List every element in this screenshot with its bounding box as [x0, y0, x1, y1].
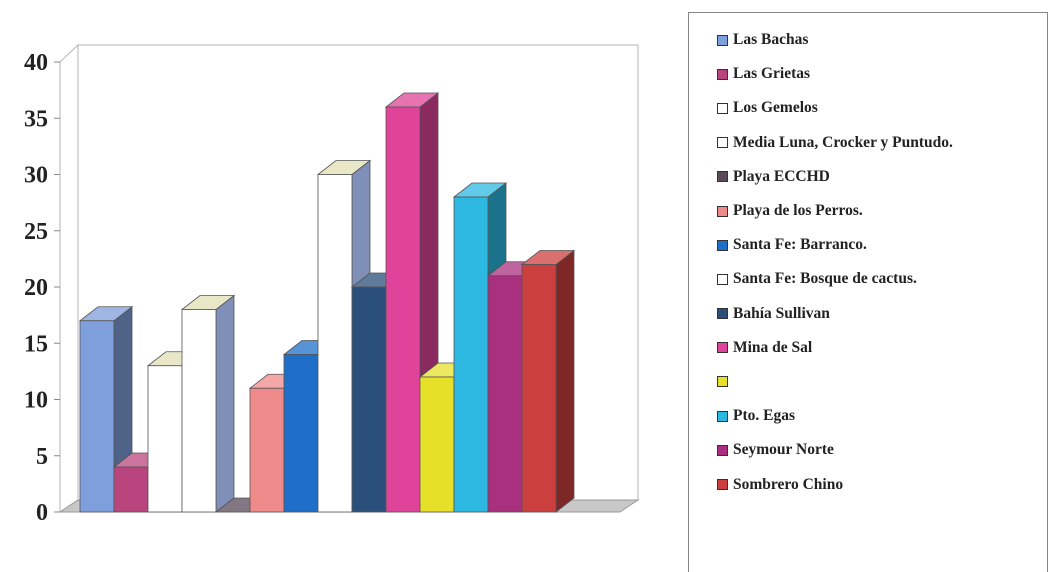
- bar-front: [521, 264, 557, 513]
- side-wall: [59, 43, 79, 513]
- bar: [180, 294, 236, 513]
- legend-item: Las Grietas: [689, 57, 1047, 91]
- legend-item: Mina de Sal: [689, 331, 1047, 365]
- legend-item: Las Bachas: [689, 23, 1047, 57]
- legend: Las Bachas Las Grietas Los Gemelos Media Lu…: [688, 12, 1048, 572]
- bar: [520, 249, 576, 513]
- chart-area: 0 5 10 15 20 25 30 35 40: [24, 43, 640, 526]
- legend-label: Bahía Sullivan: [733, 304, 830, 322]
- legend-label: Mina de Sal: [733, 338, 813, 356]
- y-tick-label: 15: [24, 331, 48, 357]
- bar-front: [351, 286, 387, 513]
- bar-side: [555, 249, 575, 513]
- legend-item: Sombrero Chino: [689, 467, 1047, 501]
- legend-swatch: [717, 205, 728, 217]
- y-tick-label: 30: [24, 163, 48, 189]
- bar-front: [113, 466, 149, 513]
- y-tick-label: 10: [24, 388, 48, 414]
- legend-swatch: [717, 34, 728, 46]
- bar-chart: 0 5 10 15 20 25 30 35 40: [24, 43, 640, 526]
- legend-swatch: [717, 308, 728, 320]
- bar-front: [419, 376, 455, 513]
- legend-item: Playa ECCHD: [689, 160, 1047, 194]
- bar-front: [79, 320, 115, 513]
- legend-label: Sombrero Chino: [733, 475, 844, 493]
- legend-item: Seymour Norte: [689, 433, 1047, 467]
- legend-label: Playa de los Perros.: [733, 202, 863, 220]
- legend-swatch: [717, 102, 728, 114]
- legend-swatch: [717, 479, 728, 491]
- y-axis: 0 5 10 15 20 25 30 35 40: [24, 50, 60, 526]
- y-tick-label: 0: [36, 500, 48, 526]
- legend-item: Media Luna, Crocker y Puntudo.: [689, 126, 1047, 160]
- legend-item: Playa de los Perros.: [689, 194, 1047, 228]
- legend-label: Las Grietas: [733, 65, 811, 83]
- bar-front: [249, 387, 285, 513]
- y-tick-label: 40: [24, 50, 48, 76]
- y-tick-label: 5: [36, 444, 48, 470]
- bar-front: [385, 106, 421, 513]
- legend-label: Playa ECCHD: [733, 167, 830, 185]
- legend-swatch: [717, 273, 728, 285]
- legend-swatch: [717, 171, 728, 183]
- legend-label: Santa Fe: Bosque de cactus.: [733, 270, 917, 288]
- bar-group: [78, 92, 576, 513]
- legend-item: Santa Fe: Barranco.: [689, 228, 1047, 262]
- legend-label: Media Luna, Crocker y Puntudo.: [733, 133, 953, 151]
- legend-swatch: [717, 410, 728, 422]
- legend-label: Santa Fe: Barranco.: [733, 236, 867, 254]
- bar-side: [215, 294, 235, 513]
- legend-label: Seymour Norte: [733, 441, 834, 459]
- bar-front: [317, 174, 353, 513]
- y-tick-label: 20: [24, 275, 48, 301]
- legend-item: [689, 365, 1047, 399]
- bar-front: [147, 365, 183, 513]
- legend-swatch: [717, 444, 728, 456]
- legend-swatch: [717, 137, 728, 149]
- y-tick-label: 25: [24, 219, 48, 245]
- legend-label: Pto. Egas: [733, 407, 795, 425]
- bar-front: [487, 275, 523, 513]
- legend-item: Pto. Egas: [689, 399, 1047, 433]
- bar-front: [181, 309, 217, 513]
- legend-label: Las Bachas: [733, 31, 809, 49]
- legend-item: Bahía Sullivan: [689, 297, 1047, 331]
- legend-item: Santa Fe: Bosque de cactus.: [689, 262, 1047, 296]
- bar-front: [283, 354, 319, 513]
- legend-label: Los Gemelos: [733, 99, 818, 117]
- legend-swatch: [717, 239, 728, 251]
- bar-front: [453, 196, 489, 513]
- legend-swatch: [717, 376, 728, 388]
- legend-swatch: [717, 68, 728, 80]
- legend-swatch: [717, 342, 728, 354]
- legend-item: Los Gemelos: [689, 91, 1047, 125]
- y-tick-label: 35: [24, 106, 48, 132]
